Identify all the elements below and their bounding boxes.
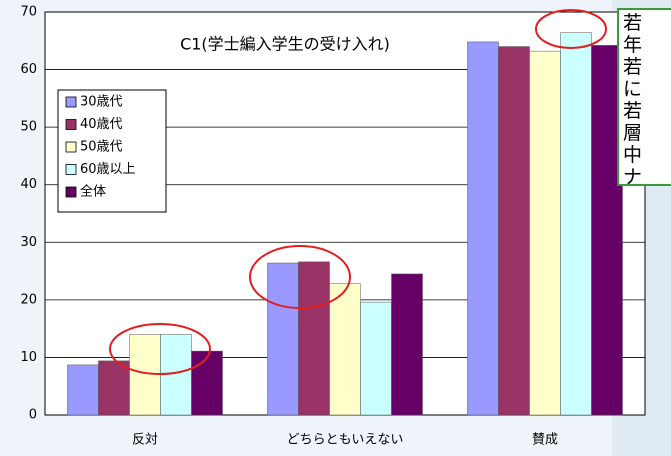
legend-label: 全体 (80, 184, 106, 200)
y-tick-label: 10 (20, 350, 37, 365)
legend-label: 50歳代 (80, 140, 123, 155)
legend-swatch (65, 119, 77, 130)
note-line: 層 (623, 122, 643, 144)
legend-swatch (65, 186, 77, 198)
bar (498, 46, 530, 416)
y-tick-label: 0 (29, 408, 37, 423)
highlight-circle (535, 9, 607, 49)
legend-swatch (65, 164, 77, 175)
bar (98, 360, 130, 416)
bar (191, 350, 223, 416)
bar (391, 273, 423, 416)
bar (298, 261, 330, 416)
y-tick-label: 20 (20, 292, 37, 307)
highlight-circle (109, 323, 211, 375)
note-box: 若年若に若層中ナ (617, 8, 671, 186)
note-line: 年 (623, 34, 643, 56)
legend-label: 30歳代 (80, 95, 123, 110)
y-tick-label: 30 (20, 235, 37, 250)
y-tick-label: 50 (20, 120, 37, 135)
note-line: 若 (623, 56, 643, 78)
bar (267, 262, 299, 416)
note-line: ナ (623, 166, 643, 186)
legend-swatch (65, 141, 77, 153)
note-line: 中 (623, 144, 643, 166)
bar (560, 32, 592, 416)
x-tick-label: 反対 (132, 433, 158, 448)
bar (467, 41, 499, 416)
bar (329, 283, 361, 416)
y-tick-label: 40 (20, 177, 37, 192)
bar (529, 50, 561, 416)
x-tick-label: 賛成 (532, 433, 558, 448)
legend-swatch (65, 96, 77, 108)
bar (67, 364, 99, 416)
x-tick-label: どちらともいえない (287, 433, 404, 448)
bar (360, 301, 392, 416)
y-tick-label: 60 (20, 62, 37, 77)
y-tick-label: 70 (20, 5, 37, 20)
chart-title: C1(学士編入学生の受け入れ) (180, 35, 390, 54)
note-line: 若 (623, 12, 643, 34)
legend-label: 40歳代 (80, 117, 123, 132)
note-line: 若 (623, 100, 643, 122)
highlight-circle (249, 245, 351, 309)
note-line: に (623, 78, 643, 100)
legend-label: 60歳以上 (80, 162, 136, 177)
